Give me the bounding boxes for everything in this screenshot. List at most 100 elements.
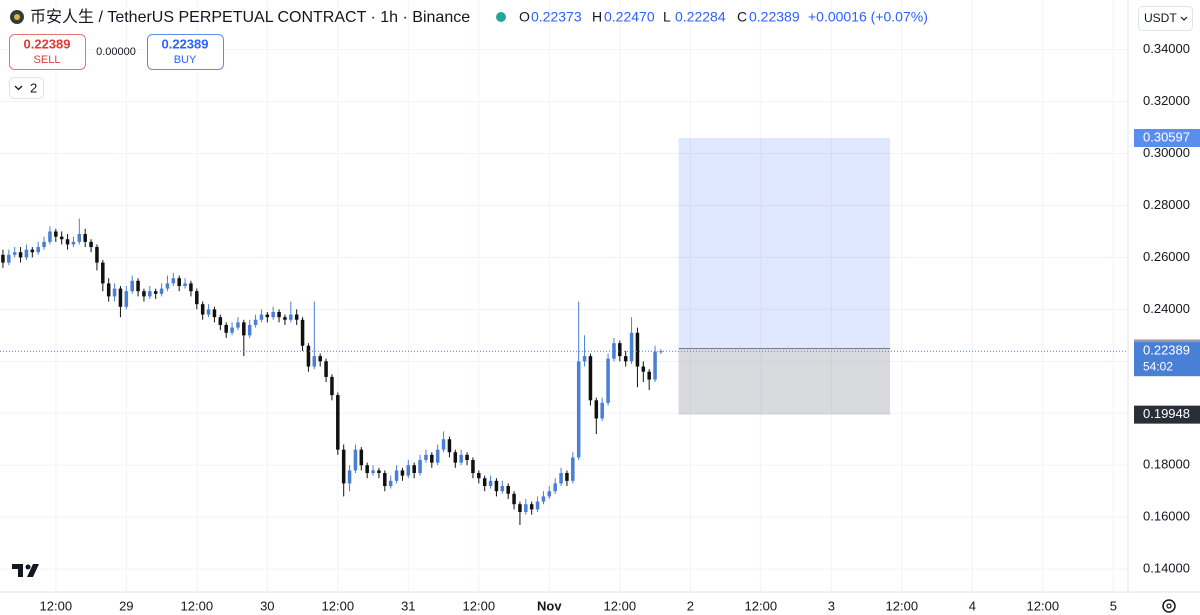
buy-button[interactable] bbox=[147, 34, 224, 70]
legend-value: 0.22470 bbox=[604, 9, 655, 25]
gear[interactable] bbox=[1162, 599, 1176, 613]
candle-body bbox=[71, 241, 76, 245]
candle-body bbox=[506, 486, 510, 494]
candle-body bbox=[42, 241, 46, 248]
candle-body bbox=[18, 252, 23, 258]
candle-body bbox=[412, 465, 416, 474]
candle-body bbox=[418, 460, 422, 474]
y-tick-label: 0.16000 bbox=[1143, 509, 1190, 524]
candle-body bbox=[459, 454, 463, 463]
candle-body bbox=[336, 395, 340, 450]
candle-body bbox=[441, 439, 446, 450]
chevron-icon bbox=[14, 85, 23, 91]
sell-price: 0.22389 bbox=[24, 36, 71, 51]
candle-body bbox=[471, 460, 475, 474]
candle-body bbox=[612, 343, 616, 359]
candle-body bbox=[171, 278, 176, 284]
candle-body bbox=[347, 470, 352, 484]
candle-body bbox=[359, 449, 364, 466]
x-tick-label: 5 bbox=[1110, 598, 1117, 613]
candle-body bbox=[482, 478, 487, 487]
candle-body bbox=[547, 491, 552, 497]
chevron-icon bbox=[1180, 16, 1188, 21]
legend-key: C bbox=[737, 9, 747, 25]
candle-body bbox=[565, 473, 569, 481]
candle-body bbox=[259, 314, 264, 320]
stop-zone bbox=[678, 348, 891, 415]
candle-body bbox=[253, 319, 258, 325]
candle-body bbox=[212, 309, 217, 318]
tradingview-logo bbox=[12, 564, 39, 577]
settings-icon[interactable] bbox=[1162, 599, 1176, 613]
candle-body bbox=[312, 356, 317, 367]
candle-body bbox=[488, 480, 493, 487]
candle-body bbox=[318, 356, 322, 362]
change: +0.00016 (+0.07%) bbox=[808, 9, 928, 25]
candle-body bbox=[618, 343, 622, 357]
candle-body bbox=[365, 465, 369, 474]
legend-key: H bbox=[592, 9, 602, 25]
buy-label: BUY bbox=[174, 54, 197, 66]
x-tick-label: Nov bbox=[537, 598, 562, 613]
price-label: 0.30597 bbox=[1143, 129, 1190, 144]
candle-body bbox=[112, 288, 117, 297]
candle-body bbox=[89, 241, 93, 248]
indicators-toggle[interactable] bbox=[9, 77, 44, 99]
candle-body bbox=[388, 480, 393, 487]
candle-body bbox=[371, 470, 375, 474]
y-tick-label: 0.24000 bbox=[1143, 301, 1190, 316]
candle-body bbox=[600, 402, 604, 419]
candle-body bbox=[576, 361, 581, 458]
candle-body bbox=[218, 317, 223, 325]
candle-body bbox=[136, 280, 140, 292]
candle-body bbox=[224, 324, 228, 333]
candle-body bbox=[124, 291, 129, 307]
x-tick-label: 12:00 bbox=[886, 598, 919, 613]
candle-body bbox=[12, 252, 17, 255]
candle-body bbox=[242, 322, 246, 336]
candle-body bbox=[306, 345, 311, 367]
candle-body bbox=[353, 449, 358, 471]
x-tick-label: 2 bbox=[687, 598, 694, 613]
candle-body bbox=[236, 322, 240, 328]
candle-body bbox=[283, 317, 287, 320]
candle-body bbox=[430, 454, 434, 463]
symbol-title[interactable]: 币安人生 / TetherUS PERPETUAL CONTRACT · 1h … bbox=[30, 8, 470, 26]
candle-body bbox=[289, 314, 293, 320]
candle-body bbox=[535, 501, 540, 510]
candle-body bbox=[330, 376, 334, 396]
candle-body bbox=[512, 493, 516, 505]
sell-button[interactable] bbox=[9, 34, 86, 70]
candle-body bbox=[453, 452, 458, 463]
legend-value: 0.22389 bbox=[749, 9, 800, 25]
candle-body bbox=[54, 231, 58, 237]
candle-body bbox=[159, 288, 164, 294]
candle-body bbox=[606, 358, 610, 403]
candle-body bbox=[635, 332, 640, 367]
candle-body bbox=[647, 371, 651, 380]
price-label-bg bbox=[1134, 405, 1200, 424]
candle-body bbox=[594, 400, 599, 419]
currency-select[interactable] bbox=[1138, 6, 1193, 31]
candle-body bbox=[59, 236, 64, 240]
candle-body bbox=[271, 311, 275, 318]
x-tick-label: 12:00 bbox=[604, 598, 637, 613]
candle-body bbox=[95, 247, 99, 263]
symbol-logo-inner bbox=[14, 14, 20, 20]
candle-body bbox=[435, 449, 440, 463]
x-tick-label: 30 bbox=[260, 598, 274, 613]
logo-part bbox=[25, 564, 31, 570]
countdown: 54:02 bbox=[1143, 359, 1173, 373]
legend-value: 0.22373 bbox=[531, 9, 582, 25]
currency: USDT bbox=[1144, 11, 1177, 25]
position-tool bbox=[678, 138, 891, 415]
axes: 0.140000.160000.180000.200000.220000.240… bbox=[40, 41, 1200, 613]
price-label-bg bbox=[1134, 129, 1200, 148]
candle-body bbox=[524, 504, 528, 512]
ohlc-legend: O 0.22373 H 0.22470 L 0.22284 C 0.22389 bbox=[519, 9, 800, 25]
price-label: 0.22389 bbox=[1143, 343, 1190, 358]
logo-part bbox=[27, 564, 39, 577]
candle-body bbox=[153, 291, 158, 294]
candle-body bbox=[24, 249, 29, 258]
